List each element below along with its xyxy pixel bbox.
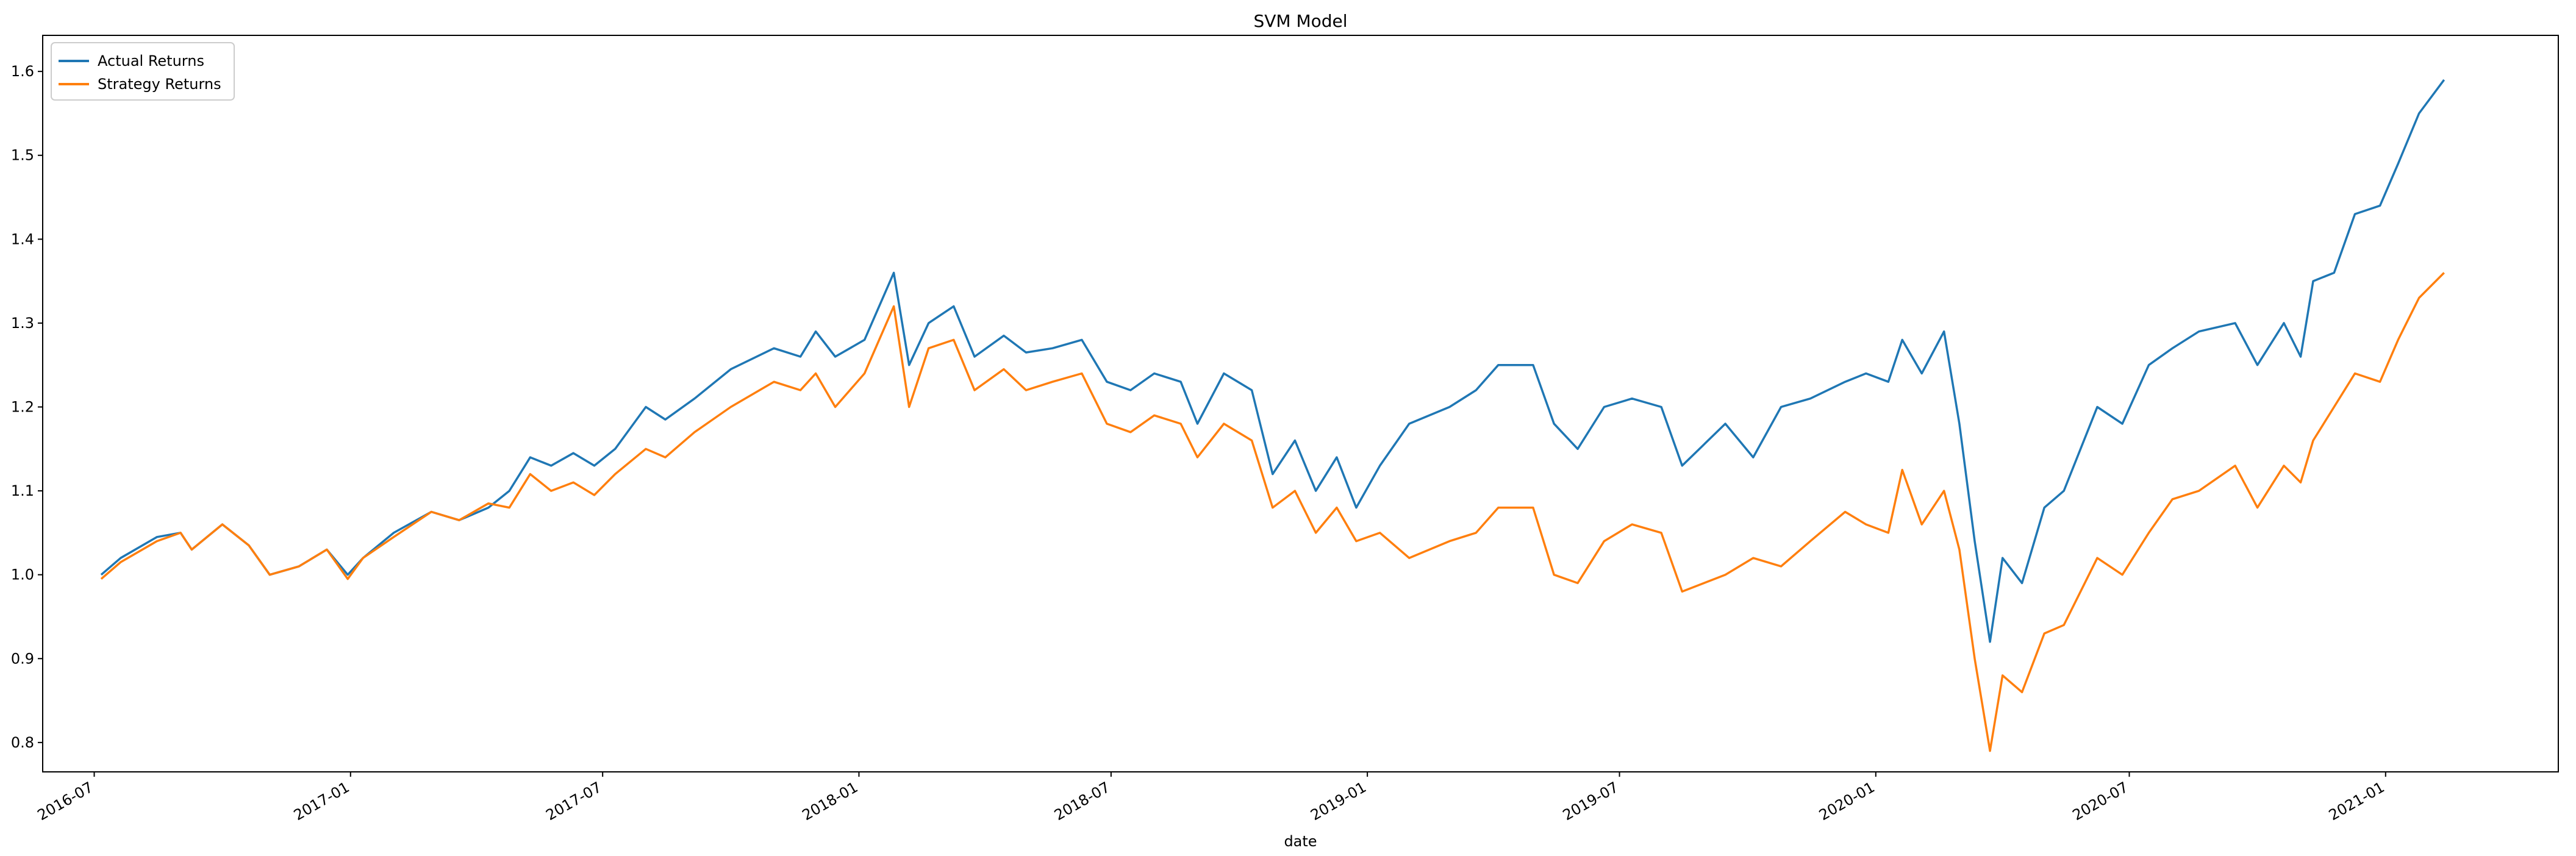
x-axis: 2016-07 2017-01 2017-07 2018-01 2018-07 2019-… (35, 772, 2388, 824)
legend-box (51, 42, 235, 101)
y-tick-label: 0.9 (11, 650, 34, 667)
y-axis: 0.8 0.9 1.0 1.1 1.2 1.3 1.4 1.5 1.6 (11, 63, 43, 751)
x-tick-label: 2019-01 (1308, 779, 1369, 824)
y-tick-label: 1.3 (11, 315, 34, 332)
y-tick-label: 0.8 (11, 734, 34, 751)
y-tick-label: 1.0 (11, 566, 34, 583)
x-tick-label: 2018-01 (800, 779, 861, 824)
x-tick-label: 2017-01 (291, 779, 352, 824)
series-line-1 (100, 79, 2445, 643)
y-tick-label: 1.6 (11, 63, 34, 80)
x-tick-label: 2020-01 (1816, 779, 1878, 824)
x-axis-label: date (1284, 833, 1317, 850)
series-line-2 (100, 272, 2445, 752)
plot-area-frame (42, 35, 2559, 772)
x-tick-label: 2016-07 (35, 779, 96, 824)
x-tick-label: 2017-07 (543, 779, 604, 824)
series-layer (100, 79, 2445, 752)
x-tick-label: 2019-07 (1560, 779, 1622, 824)
y-tick-label: 1.5 (11, 147, 34, 164)
legend-label: Strategy Returns (98, 76, 221, 93)
x-tick-label: 2018-07 (1051, 779, 1113, 824)
y-tick-label: 1.1 (11, 482, 34, 499)
y-tick-label: 1.4 (11, 230, 34, 248)
legend-label: Actual Returns (98, 52, 204, 70)
x-tick-label: 2021-01 (2326, 779, 2388, 824)
chart-title: SVM Model (1253, 11, 1347, 31)
legend: Actual Returns Strategy Returns (51, 42, 235, 101)
x-tick-label: 2020-07 (2070, 779, 2131, 824)
y-tick-label: 1.2 (11, 399, 34, 416)
